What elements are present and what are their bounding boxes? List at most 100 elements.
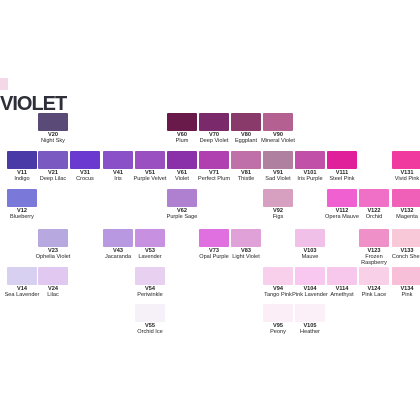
color-swatch — [167, 151, 197, 169]
swatch-name: Perfect Plum — [197, 176, 231, 182]
color-swatch — [295, 151, 325, 169]
swatch-name: Magenta — [396, 214, 418, 220]
swatch-name: Plum — [175, 138, 189, 144]
swatch-name: Deep Lilac — [39, 176, 67, 182]
swatch-code: V70 — [209, 132, 219, 138]
swatch-name: Steel Pink — [329, 176, 355, 182]
color-swatch — [295, 229, 325, 247]
swatch-code: V55 — [145, 323, 155, 329]
swatch-code: V54 — [145, 286, 155, 292]
swatch-name: Peony — [270, 329, 286, 335]
color-swatch — [38, 267, 68, 285]
color-swatch — [295, 304, 325, 322]
swatch-code: V14 — [17, 286, 27, 292]
swatch-name: Conch Shell — [391, 254, 420, 260]
swatch-name: Periwinkle — [137, 292, 163, 298]
swatch-name: Eggplant — [234, 138, 258, 144]
color-swatch — [295, 267, 325, 285]
color-swatch — [70, 151, 100, 169]
swatch-code: V91 — [273, 170, 283, 176]
color-swatch — [263, 267, 293, 285]
swatch-code: V92 — [273, 208, 283, 214]
swatch-name: Pink Lavender — [292, 292, 328, 298]
swatch-code: V80 — [241, 132, 251, 138]
color-swatch — [263, 304, 293, 322]
swatch-name: Ophelia Violet — [35, 254, 71, 260]
color-swatch — [167, 189, 197, 207]
swatch-code: V21 — [48, 170, 58, 176]
swatch-name: Deep Violet — [199, 138, 229, 144]
swatch-name: Indigo — [14, 176, 30, 182]
swatch-code: V94 — [273, 286, 283, 292]
swatch-code: V60 — [177, 132, 187, 138]
swatch-code: V71 — [209, 170, 219, 176]
color-swatch — [231, 229, 261, 247]
swatch-code: V95 — [273, 323, 283, 329]
swatch-name: Purple Velvet — [133, 176, 167, 182]
color-swatch — [392, 229, 420, 247]
color-swatch — [327, 267, 357, 285]
color-swatch — [38, 229, 68, 247]
chart-title: VIOLET — [0, 93, 67, 115]
color-swatch — [135, 151, 165, 169]
swatch-code: V90 — [273, 132, 283, 138]
color-swatch — [135, 229, 165, 247]
swatch-name: Figs — [272, 214, 284, 220]
swatch-name: Orchid Ice — [137, 329, 163, 335]
color-swatch — [359, 229, 389, 247]
swatch-name: Opal Purple — [199, 254, 229, 260]
swatch-name: Night Sky — [41, 138, 65, 144]
swatch-name: Heather — [300, 329, 320, 335]
swatch-code: V81 — [241, 170, 251, 176]
color-swatch — [231, 151, 261, 169]
swatch-name: Opera Mauve — [325, 214, 359, 220]
swatch-code: V31 — [80, 170, 90, 176]
color-swatch — [263, 113, 293, 131]
swatch-name: Pink Lace — [361, 292, 387, 298]
swatch-code: V101 — [303, 170, 317, 176]
swatch-code: V83 — [241, 248, 251, 254]
swatch-code: V51 — [145, 170, 155, 176]
color-swatch — [7, 267, 37, 285]
swatch-name: Sea Lavender — [4, 292, 40, 298]
swatch-code: V20 — [48, 132, 58, 138]
color-swatch — [135, 267, 165, 285]
color-swatch — [231, 113, 261, 131]
color-swatch — [167, 113, 197, 131]
swatch-code: V12 — [17, 208, 27, 214]
swatch-code: V105 — [303, 323, 317, 329]
color-swatch — [263, 151, 293, 169]
color-swatch — [103, 151, 133, 169]
swatch-code: V131 — [400, 170, 414, 176]
swatch-code: V132 — [400, 208, 414, 214]
color-swatch — [392, 189, 420, 207]
color-swatch — [392, 151, 420, 169]
swatch-name: Sad Violet — [265, 176, 291, 182]
swatch-code: V133 — [400, 248, 414, 254]
color-swatch — [135, 304, 165, 322]
swatch-code: V41 — [113, 170, 123, 176]
swatch-name: Amethyst — [330, 292, 354, 298]
color-swatch — [199, 229, 229, 247]
swatch-name: Crocus — [76, 176, 94, 182]
swatch-code: V62 — [177, 208, 187, 214]
color-swatch — [327, 151, 357, 169]
color-swatch — [199, 151, 229, 169]
decorative-edge — [0, 78, 8, 90]
swatch-code: V112 — [335, 208, 349, 214]
swatch-name: Jacaranda — [104, 254, 132, 260]
swatch-name: Iris Purple — [297, 176, 323, 182]
swatch-name: Frozen Raspberry — [361, 254, 387, 266]
swatch-code: V61 — [177, 170, 187, 176]
color-swatch — [359, 189, 389, 207]
swatch-name: Iris — [114, 176, 122, 182]
swatch-code: V43 — [113, 248, 123, 254]
swatch-code: V73 — [209, 248, 219, 254]
swatch-name: Purple Sage — [166, 214, 198, 220]
swatch-code: V11 — [17, 170, 27, 176]
swatch-name: Violet — [175, 176, 189, 182]
swatch-code: V122 — [367, 208, 381, 214]
color-swatch — [7, 151, 37, 169]
color-swatch — [38, 113, 68, 131]
